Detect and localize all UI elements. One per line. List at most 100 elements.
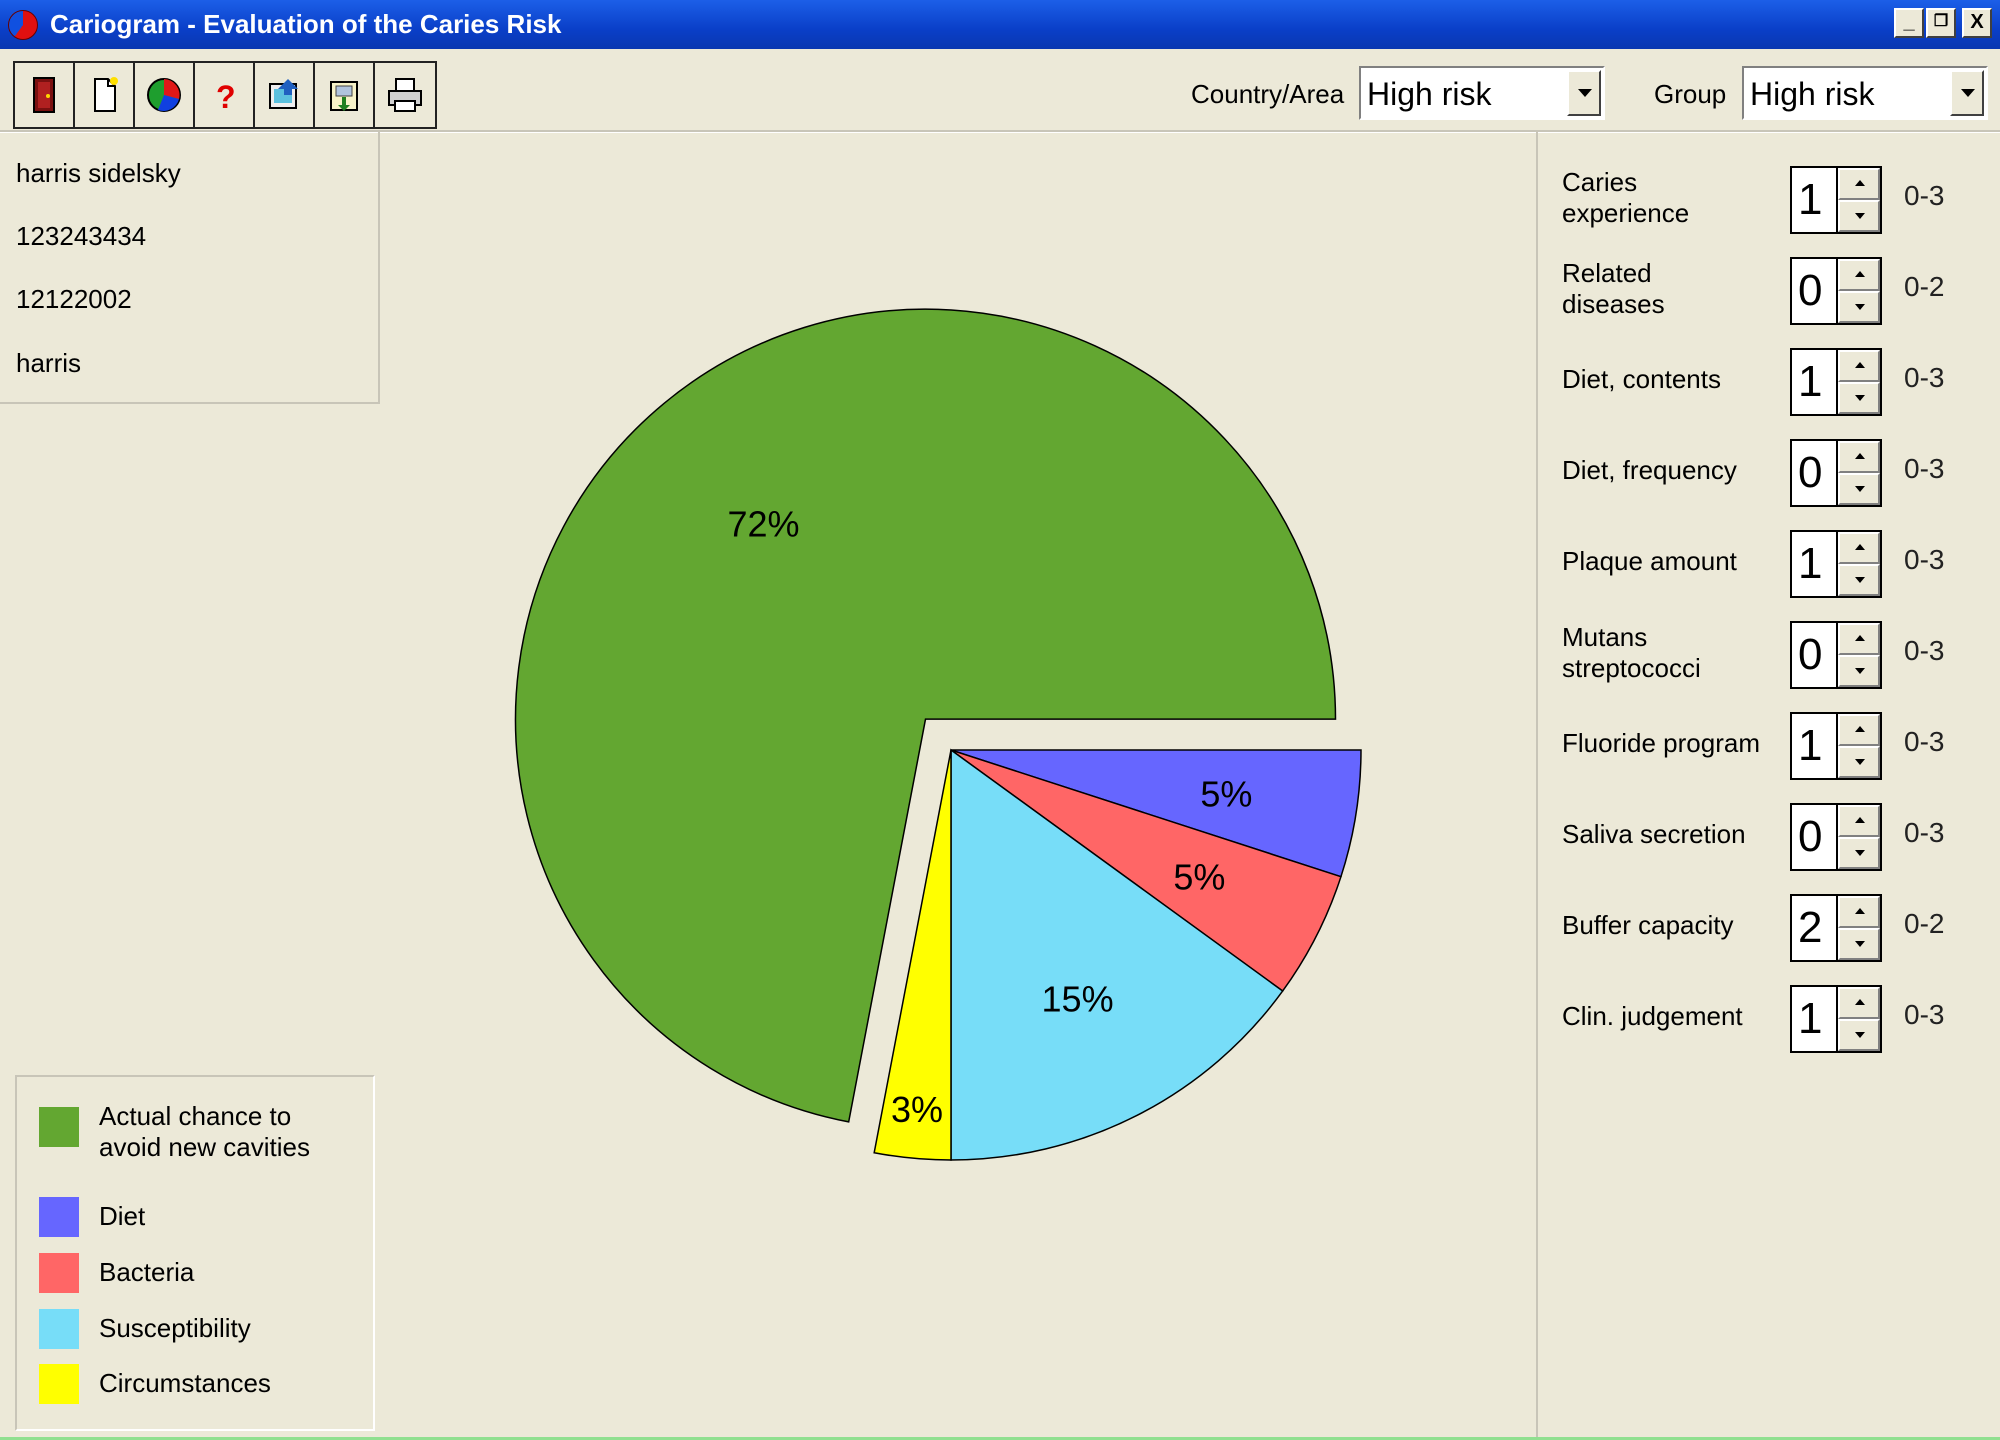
spin-down-icon[interactable] [1838, 746, 1880, 778]
minimize-button[interactable]: _ [1894, 8, 1924, 38]
close-button[interactable]: X [1962, 8, 1992, 38]
spin-down-icon[interactable] [1838, 928, 1880, 960]
legend-swatch-diet [39, 1197, 79, 1237]
patient-date: 12122002 [16, 284, 132, 314]
param-spinner-diet-frequency[interactable] [1836, 439, 1882, 507]
param-label-saliva-secretion: Saliva secretion [1562, 819, 1746, 849]
toolbar-separator [0, 130, 2000, 133]
param-spinner-clin-judgement[interactable] [1836, 985, 1882, 1053]
open-button[interactable] [255, 63, 315, 127]
spin-up-icon[interactable] [1838, 350, 1880, 382]
group-select[interactable]: High risk [1742, 66, 1988, 120]
spin-up-icon[interactable] [1838, 623, 1880, 655]
spin-down-icon[interactable] [1838, 655, 1880, 687]
param-row-buffer-capacity: Buffer capacity 2 0-2 [1538, 892, 2000, 972]
patient-name: harris sidelsky [16, 158, 181, 188]
save-file-icon [330, 81, 358, 111]
title-bar: Cariogram - Evaluation of the Caries Ris… [0, 0, 2000, 49]
legend-label-circumstances: Circumstances [99, 1368, 271, 1398]
param-spinner-saliva-secretion[interactable] [1836, 803, 1882, 871]
param-row-saliva-secretion: Saliva secretion 0 0-3 [1538, 801, 2000, 881]
param-range-diet-frequency: 0-3 [1904, 453, 1945, 484]
param-range-mutans-streptococci: 0-3 [1904, 635, 1945, 666]
exit-button[interactable] [15, 63, 75, 127]
chevron-down-icon[interactable] [1950, 70, 1984, 116]
help-button[interactable]: ? [195, 63, 255, 127]
spin-down-icon[interactable] [1838, 382, 1880, 414]
spin-down-icon[interactable] [1838, 473, 1880, 505]
param-range-diet-contents: 0-3 [1904, 362, 1945, 393]
param-row-caries-experience: Caries experience 1 0-3 [1538, 164, 2000, 244]
chevron-down-icon[interactable] [1567, 70, 1601, 116]
spin-up-icon[interactable] [1838, 896, 1880, 928]
country-area-value: High risk [1367, 76, 1492, 112]
spin-up-icon[interactable] [1838, 714, 1880, 746]
pie-label-susceptibility: 15% [1042, 978, 1114, 1019]
param-spinner-mutans-streptococci[interactable] [1836, 621, 1882, 689]
legend-swatch-susceptibility [39, 1309, 79, 1349]
param-row-clin-judgement: Clin. judgement 1 0-3 [1538, 983, 2000, 1063]
group-label: Group [1654, 79, 1727, 109]
param-value-mutans-streptococci[interactable]: 0 [1790, 621, 1838, 689]
spin-up-icon[interactable] [1838, 987, 1880, 1019]
question-mark-icon: ? [216, 79, 236, 115]
toolbar: ? Country/Area High ri [0, 49, 2000, 131]
param-value-related-diseases[interactable]: 0 [1790, 257, 1838, 325]
param-label-diet-frequency: Diet, frequency [1562, 455, 1737, 485]
param-label-fluoride-program: Fluoride program [1562, 728, 1760, 758]
bottom-edge [0, 1437, 2000, 1440]
new-button[interactable] [75, 63, 135, 127]
spin-down-icon[interactable] [1838, 291, 1880, 323]
spin-up-icon[interactable] [1838, 168, 1880, 200]
pie-slice-susceptibility [950, 748, 1284, 1161]
restore-button[interactable]: ❐ [1926, 8, 1956, 38]
legend-swatch-bacteria [39, 1253, 79, 1293]
param-row-diet-frequency: Diet, frequency 0 0-3 [1538, 437, 2000, 517]
param-value-diet-frequency[interactable]: 0 [1790, 439, 1838, 507]
param-label-diet-contents: Diet, contents [1562, 364, 1721, 394]
spin-up-icon[interactable] [1838, 259, 1880, 291]
spin-up-icon[interactable] [1838, 532, 1880, 564]
spin-up-icon[interactable] [1838, 805, 1880, 837]
param-label-clin-judgement: Clin. judgement [1562, 1001, 1743, 1031]
param-value-diet-contents[interactable]: 1 [1790, 348, 1838, 416]
window-title: Cariogram - Evaluation of the Caries Ris… [50, 9, 562, 39]
print-button[interactable] [375, 63, 435, 127]
spin-down-icon[interactable] [1838, 200, 1880, 232]
param-range-buffer-capacity: 0-2 [1904, 908, 1945, 939]
legend-label-bacteria: Bacteria [99, 1257, 195, 1287]
spin-up-icon[interactable] [1838, 441, 1880, 473]
param-label-related-diseases: Related diseases [1562, 258, 1665, 319]
pie-label-bacteria: 5% [1173, 857, 1225, 898]
param-range-clin-judgement: 0-3 [1904, 999, 1945, 1030]
param-spinner-diet-contents[interactable] [1836, 348, 1882, 416]
risk-parameters-panel: Caries experience 1 0-3 Related diseases 0 0-2 D… [1536, 132, 2000, 1440]
param-spinner-related-diseases[interactable] [1836, 257, 1882, 325]
param-label-mutans-streptococci: Mutans streptococci [1562, 622, 1701, 683]
save-button[interactable] [315, 63, 375, 127]
spin-down-icon[interactable] [1838, 837, 1880, 869]
spin-down-icon[interactable] [1838, 1019, 1880, 1051]
param-value-clin-judgement[interactable]: 1 [1790, 985, 1838, 1053]
param-spinner-caries-experience[interactable] [1836, 166, 1882, 234]
spin-down-icon[interactable] [1838, 564, 1880, 596]
param-spinner-fluoride-program[interactable] [1836, 712, 1882, 780]
param-value-caries-experience[interactable]: 1 [1790, 166, 1838, 234]
param-range-caries-experience: 0-3 [1904, 180, 1945, 211]
chart-legend: Actual chance to avoid new cavities Diet Ba… [15, 1075, 375, 1431]
pie-slice-circumstances [873, 749, 952, 1161]
param-spinner-buffer-capacity[interactable] [1836, 894, 1882, 962]
chart-button[interactable] [135, 63, 195, 127]
param-row-related-diseases: Related diseases 0 0-2 [1538, 255, 2000, 335]
country-area-select[interactable]: High risk [1359, 66, 1605, 120]
param-label-plaque-amount: Plaque amount [1562, 546, 1737, 576]
toolbar-buttons: ? [13, 61, 437, 129]
caries-risk-pie-chart: 72% 5% 5% 15% 3% [514, 308, 1362, 1161]
param-value-fluoride-program[interactable]: 1 [1790, 712, 1838, 780]
param-value-plaque-amount[interactable]: 1 [1790, 530, 1838, 598]
param-value-saliva-secretion[interactable]: 0 [1790, 803, 1838, 871]
svg-text:?: ? [216, 79, 236, 115]
param-value-buffer-capacity[interactable]: 2 [1790, 894, 1838, 962]
pie-slice-actual-chance-to-avoid-new-cavities [514, 308, 1337, 1123]
param-spinner-plaque-amount[interactable] [1836, 530, 1882, 598]
